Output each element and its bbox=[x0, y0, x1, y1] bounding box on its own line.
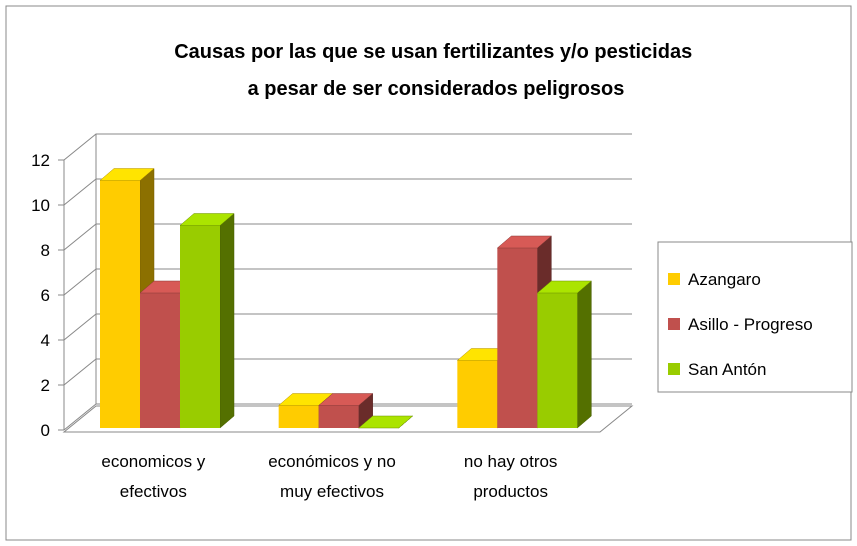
bar bbox=[180, 225, 220, 428]
bar-top bbox=[179, 213, 235, 226]
bar-top bbox=[536, 280, 593, 294]
floor bbox=[62, 405, 634, 433]
x-tick-label: económicos y no muy efectivos bbox=[268, 452, 396, 501]
legend-swatch bbox=[668, 318, 680, 330]
bar bbox=[457, 360, 498, 428]
bar bbox=[318, 405, 359, 428]
y-tick-label: 8 bbox=[41, 241, 50, 260]
bar bbox=[537, 293, 578, 428]
legend-label: San Antón bbox=[688, 360, 766, 379]
bar bbox=[278, 405, 319, 428]
bar-top bbox=[99, 168, 155, 181]
legend-box bbox=[657, 241, 853, 393]
legend-swatch bbox=[668, 273, 680, 285]
y-tick-label: 2 bbox=[41, 376, 50, 395]
y-tick-label: 12 bbox=[31, 151, 50, 170]
grid-line bbox=[63, 133, 632, 161]
grid-line bbox=[63, 268, 632, 296]
bar bbox=[100, 180, 140, 428]
y-tick-label: 10 bbox=[31, 196, 50, 215]
legend-swatch bbox=[668, 363, 680, 375]
bar bbox=[140, 293, 180, 428]
x-tick-label: no hay otros productos bbox=[463, 452, 558, 501]
grid-line bbox=[63, 178, 632, 206]
y-tick-label: 4 bbox=[41, 331, 50, 350]
y-tick-label: 0 bbox=[41, 421, 50, 440]
grid-line bbox=[63, 403, 632, 431]
bar-top bbox=[496, 235, 553, 249]
legend-label: Asillo - Progreso bbox=[688, 315, 813, 334]
title-line: Causas por las que se usan fertilizantes… bbox=[174, 41, 692, 63]
title-line: a pesar de ser considerados peligrosos bbox=[248, 78, 625, 100]
legend-label: Azangaro bbox=[688, 270, 761, 289]
bar-top bbox=[357, 415, 414, 429]
bar-top bbox=[317, 393, 374, 406]
bar bbox=[497, 248, 538, 428]
grid-line bbox=[63, 313, 632, 341]
bar-side bbox=[577, 280, 592, 429]
x-tick-label: economicos y efectivos bbox=[101, 452, 206, 501]
y-tick-label: 6 bbox=[41, 286, 50, 305]
grid-line bbox=[63, 223, 632, 251]
bar-side bbox=[219, 212, 235, 429]
grid-line bbox=[63, 358, 632, 386]
chart-title: Causas por las que se usan fertilizantes… bbox=[174, 41, 698, 100]
